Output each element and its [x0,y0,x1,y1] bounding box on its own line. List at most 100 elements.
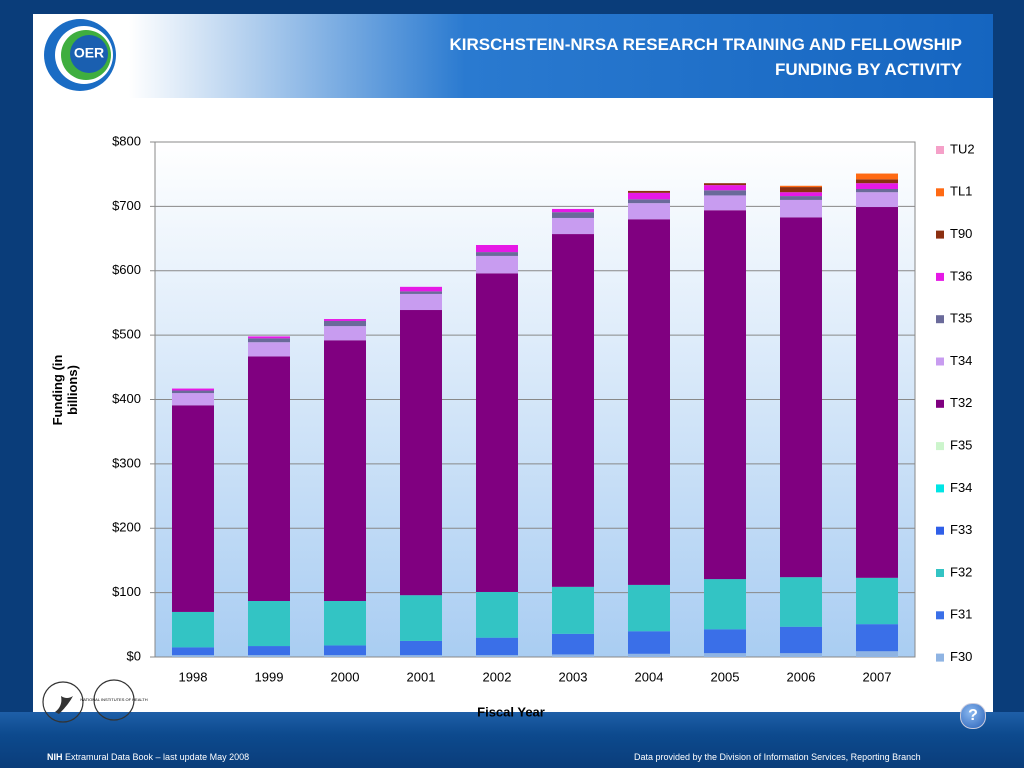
bar-segment [856,577,898,625]
legend-label: T36 [950,268,972,283]
bar-segment [172,647,214,656]
bar-segment [552,633,594,655]
bar-segment [704,579,746,630]
bar-segment [400,655,442,657]
bar-segment [172,405,214,612]
x-tick-label: 2003 [559,669,588,684]
x-tick-label: 1999 [255,669,284,684]
bar-segment [780,217,822,578]
bar-segment [324,600,366,646]
help-button[interactable]: ? [960,703,986,729]
bar-segment [324,326,366,341]
nih-seal: NATIONAL INSTITUTES OF HEALTH [80,679,148,721]
legend-swatch [936,653,944,662]
bar-segment [628,584,670,632]
footer-right: Data provided by the Division of Informa… [634,752,921,762]
bar-segment [856,188,898,193]
legend-swatch [936,272,944,281]
y-tick-label: $200 [112,520,141,535]
legend-swatch [936,146,944,154]
oer-logo: OER [44,19,116,91]
bar-segment [324,645,366,656]
bar-segment [248,356,290,601]
bar-segment [400,310,442,596]
legend-label: F35 [950,438,972,453]
legend-label: TU2 [950,141,975,156]
bar-segment [856,179,898,184]
bar-segment [476,255,518,274]
footer-left: NIH Extramural Data Book – last update M… [47,752,249,762]
x-tick-label: 1998 [179,669,208,684]
legend-swatch [936,188,944,197]
bar-segment [552,217,594,235]
bar-segment [704,183,746,186]
y-axis-title: Funding (in billions) [50,354,80,426]
bar-segment [324,320,366,327]
legend-swatch [936,484,944,493]
bar-segment [780,199,822,218]
bar-segment [476,637,518,656]
legend-swatch [936,315,944,324]
bar-segment [400,640,442,656]
bar-segment [400,595,442,641]
bar-segment [248,600,290,647]
legend-label: T34 [950,353,972,368]
x-tick-label: 2002 [483,669,512,684]
bar-segment [476,591,518,638]
bar-segment [628,192,670,200]
bar-segment [628,653,670,657]
header [33,14,993,98]
bar-segment [476,273,518,592]
bar-segment [400,293,442,311]
bar-segment [780,192,822,197]
legend-swatch [936,357,944,366]
legend-label: F33 [950,522,972,537]
bar-segment [552,586,594,634]
bar-segment [324,340,366,601]
bar-segment [780,196,822,200]
bar-segment [400,286,442,292]
bar-segment [704,185,746,191]
x-tick-label: 2000 [331,669,360,684]
legend-label: T90 [950,226,972,241]
seal-text: NATIONAL INSTITUTES OF HEALTH [80,697,147,702]
legend-swatch [936,399,944,408]
bar-segment [780,653,822,657]
bar-segment [552,212,594,218]
bar-segment [628,219,670,585]
bar-segment [856,183,898,189]
bar-segment [172,655,214,657]
x-tick-label: 2005 [711,669,740,684]
y-tick-label: $400 [112,391,141,406]
bar-segment [780,577,822,627]
logo-text: OER [74,45,104,61]
bar-segment [704,653,746,657]
bar-segment [552,234,594,587]
bar-segment [704,210,746,580]
y-tick-label: $0 [127,648,141,663]
legend-swatch [936,569,944,577]
bar-segment [248,342,290,357]
legend-label: F31 [950,607,972,622]
legend-label: F34 [950,480,972,495]
y-tick-label: $800 [112,133,141,148]
bar-segment [172,611,214,648]
bar-segment [628,203,670,220]
y-tick-label: $500 [112,327,141,342]
x-tick-label: 2004 [635,669,664,684]
y-tick-label: $700 [112,198,141,213]
bar-segment [780,187,822,193]
x-tick-label: 2007 [863,669,892,684]
legend-swatch [936,526,944,535]
legend-label: TL1 [950,184,972,199]
footer [0,712,1024,768]
bar-segment [856,173,898,180]
bar-segment [248,336,290,339]
bar-segment [552,654,594,657]
bar-segment [856,624,898,652]
bar-segment [248,655,290,657]
bar-segment [172,390,214,394]
chart-title: KIRSCHSTEIN-NRSA RESEARCH TRAINING AND F… [449,35,962,79]
